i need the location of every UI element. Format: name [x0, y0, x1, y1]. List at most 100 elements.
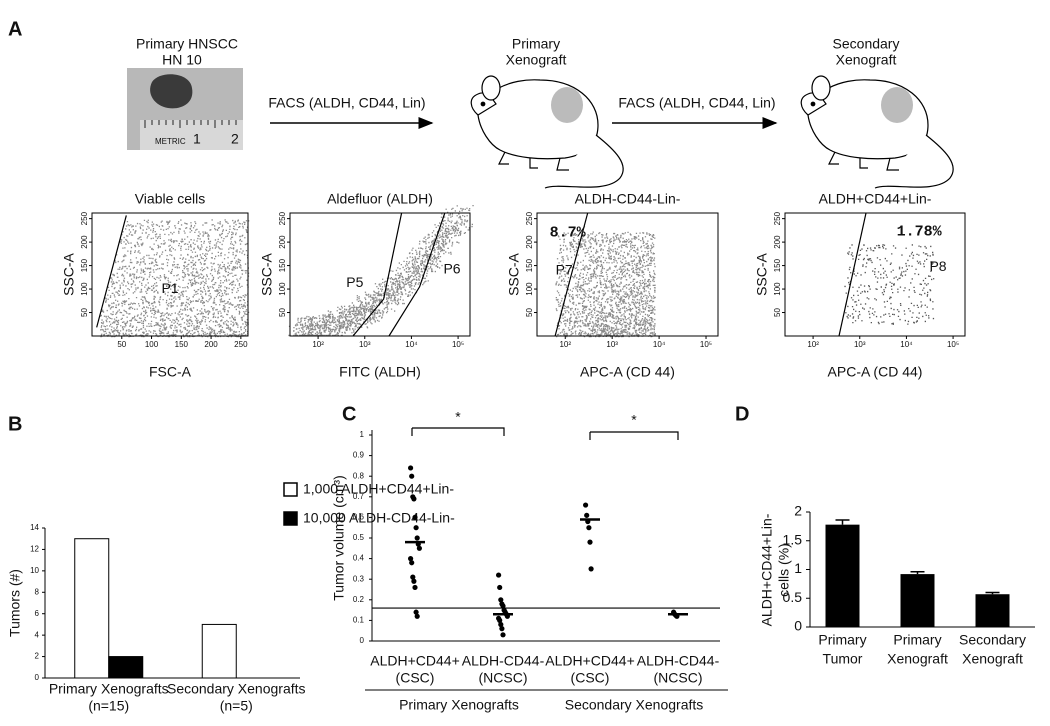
y-tick-label: 100 [773, 282, 782, 296]
x-tick-label: 10⁵ [700, 340, 712, 349]
x-tick-label: ALDH+CD44+ [370, 653, 460, 669]
x-tick-label: (NCSC) [654, 670, 703, 686]
gate-label: P1 [161, 280, 178, 296]
panel-label: D [735, 403, 749, 425]
y-axis-label: ALDH+CD44+Lin- [759, 513, 775, 626]
gate [352, 212, 403, 337]
y-tick-label: 150 [80, 258, 89, 272]
error-bar [835, 519, 850, 525]
data-point [499, 626, 505, 632]
y-tick-label: 0.3 [353, 574, 365, 583]
x-axis-label: APC-A (CD 44) [828, 364, 923, 380]
legend-swatch [283, 511, 298, 526]
x-tick-label: 10⁴ [653, 340, 666, 349]
mouse-drawing [470, 75, 624, 189]
x-tick-label: (CSC) [571, 670, 610, 686]
x-tick-label: 10² [312, 340, 324, 349]
arrow-label: FACS (ALDH, CD44, Lin) [618, 95, 775, 111]
x-tick-label: 10⁵ [947, 340, 959, 349]
x-tick-label: 10³ [359, 340, 371, 349]
y-axis-label: SSC-A [259, 252, 275, 295]
data-point [408, 465, 414, 471]
bar [825, 524, 860, 627]
y-tick-label: 0.5 [353, 533, 365, 542]
ruler-text: 2 [231, 131, 239, 147]
data-point [408, 556, 414, 562]
plot-frame [289, 212, 471, 337]
x-tick-label: Primary [818, 632, 866, 648]
x-tick-label: (n=15) [88, 698, 129, 714]
y-tick-label: 100 [80, 282, 89, 296]
y-axis-label: SSC-A [754, 252, 770, 295]
gate-percent: 8.7% [550, 225, 587, 242]
x-tick-label: 10² [807, 340, 819, 349]
significance: * [455, 409, 461, 425]
arrow-label: FACS (ALDH, CD44, Lin) [268, 95, 425, 111]
group-label: Primary Xenografts [399, 697, 519, 713]
bar [108, 656, 144, 679]
y-tick-label: 0.8 [353, 471, 365, 480]
x-tick-label: ALDH+CD44+ [545, 653, 635, 669]
legend-label: 10,000 ALDH-CD44-Lin- [303, 510, 455, 526]
y-axis-label: SSC-A [506, 252, 522, 295]
y-tick-label: 6 [35, 609, 40, 618]
event-dots [555, 231, 656, 338]
y-tick-label: 0.9 [353, 451, 365, 460]
x-tick-label: 150 [175, 340, 189, 349]
data-point [500, 603, 506, 609]
bar [74, 538, 110, 679]
x-tick-label: (n=5) [220, 698, 253, 714]
y-tick-label: 50 [773, 308, 782, 317]
y-tick-label: 50 [80, 308, 89, 317]
plot-title: Viable cells [135, 191, 206, 207]
y-tick-label: 200 [278, 235, 287, 249]
data-point [496, 572, 502, 578]
y-axis-label: SSC-A [61, 252, 77, 295]
plot-title: ALDH+CD44+Lin- [819, 191, 932, 207]
y-tick-label: 150 [525, 258, 534, 272]
x-tick-label: ALDH-CD44- [462, 653, 545, 669]
data-point [414, 535, 420, 541]
gate-percent: 1.78% [897, 223, 943, 240]
y-tick-label: 14 [30, 523, 39, 532]
y-tick-label: 250 [525, 211, 534, 225]
x-tick-label: ALDH-CD44- [637, 653, 720, 669]
data-point [498, 597, 504, 603]
x-tick-label: 50 [117, 340, 126, 349]
bar [900, 574, 935, 627]
legend-swatch [283, 482, 298, 497]
y-tick-label: 200 [773, 235, 782, 249]
y-tick-label: 50 [525, 308, 534, 317]
x-tick-label: Secondary [959, 632, 1026, 648]
x-axis-label: FSC-A [149, 364, 192, 380]
x-tick-label: (NCSC) [479, 670, 528, 686]
y-tick-label: 0.1 [353, 616, 365, 625]
x-tick-label: 10⁵ [452, 340, 464, 349]
mouse-label: Xenograft [506, 52, 567, 68]
data-point [500, 632, 506, 638]
x-tick-label: Xenograft [962, 651, 1023, 667]
x-tick-label: 10² [559, 340, 571, 349]
plot-frame [91, 212, 249, 337]
data-point [587, 539, 593, 545]
data-point [409, 560, 415, 566]
x-tick-label: 100 [145, 340, 159, 349]
y-tick-label: 2 [794, 503, 802, 519]
data-point [413, 525, 419, 531]
mouse-drawing [800, 75, 954, 189]
data-point [410, 574, 416, 580]
y-tick-label: 250 [80, 211, 89, 225]
x-tick-label: Primary Xenografts [49, 681, 169, 697]
gate-label: P8 [929, 258, 946, 274]
tumor-title: Primary HNSCC [136, 36, 238, 52]
data-point [497, 584, 503, 591]
significance: * [631, 412, 637, 428]
mouse-label: Xenograft [836, 52, 897, 68]
y-tick-label: 150 [278, 258, 287, 272]
mouse-label: Secondary [833, 36, 900, 52]
y-tick-label: 0.7 [353, 492, 365, 501]
data-point [409, 473, 415, 479]
legend-label: 1,000 ALDH+CD44+Lin- [303, 481, 454, 497]
panel-label: A [8, 18, 22, 40]
